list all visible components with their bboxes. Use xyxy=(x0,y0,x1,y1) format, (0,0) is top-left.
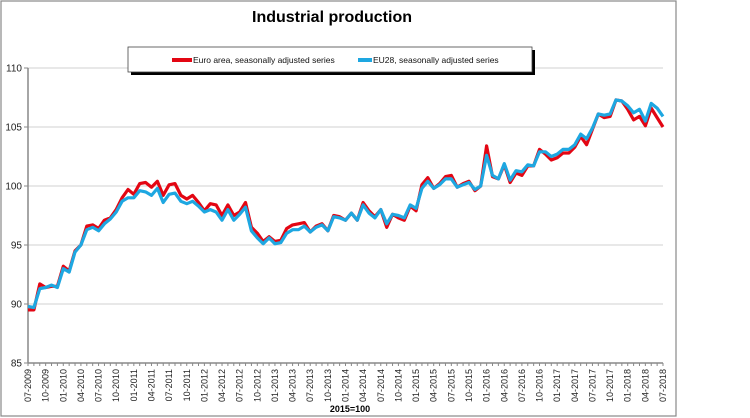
x-tick-label: 10-2017 xyxy=(605,369,615,402)
x-tick-label: 10-2015 xyxy=(464,369,474,402)
legend-label-euro-area: Euro area, seasonally adjusted series xyxy=(193,55,335,65)
y-tick-label: 110 xyxy=(6,64,22,75)
x-tick-label: 01-2016 xyxy=(482,369,492,402)
x-tick-label: 10-2009 xyxy=(41,369,51,402)
x-tick-label: 01-2013 xyxy=(270,369,280,402)
x-tick-label: 04-2016 xyxy=(499,369,509,402)
x-tick-label: 04-2013 xyxy=(288,369,298,402)
y-tick-label: 85 xyxy=(11,359,23,370)
legend: Euro area, seasonally adjusted series EU… xyxy=(127,46,535,75)
x-tick-label: 01-2014 xyxy=(341,369,351,402)
x-tick-label: 01-2015 xyxy=(411,369,421,402)
x-tick-label: 07-2009 xyxy=(23,369,33,402)
x-tick-label: 10-2012 xyxy=(252,369,262,402)
x-tick-label: 04-2012 xyxy=(217,369,227,402)
x-tick-label: 04-2014 xyxy=(358,369,368,402)
x-tick-label: 01-2010 xyxy=(58,369,68,402)
y-tick-label: 95 xyxy=(11,241,23,252)
x-tick-label: 07-2015 xyxy=(446,369,456,402)
x-tick-label: 01-2017 xyxy=(552,369,562,402)
legend-label-eu28: EU28, seasonally adjusted series xyxy=(373,55,499,65)
x-tick-label: 07-2010 xyxy=(94,369,104,402)
x-tick-label: 04-2018 xyxy=(640,369,650,402)
x-tick-label: 07-2013 xyxy=(305,369,315,402)
x-tick-label: 04-2017 xyxy=(570,369,580,402)
x-tick-label: 04-2011 xyxy=(146,369,156,401)
x-tick-label: 04-2010 xyxy=(76,369,86,402)
y-tick-label: 100 xyxy=(5,182,22,193)
chart-title: Industrial production xyxy=(252,9,412,26)
x-tick-label: 10-2011 xyxy=(182,369,192,401)
x-tick-label: 10-2014 xyxy=(393,369,403,402)
x-axis-label: 2015=100 xyxy=(330,404,370,414)
x-tick-label: 04-2015 xyxy=(429,369,439,402)
x-tick-label: 10-2010 xyxy=(111,369,121,402)
y-tick-label: 105 xyxy=(5,123,22,134)
x-tick-label: 01-2012 xyxy=(199,369,209,402)
x-tick-label: 07-2011 xyxy=(164,369,174,401)
x-tick-label: 07-2017 xyxy=(587,369,597,402)
x-tick-label: 10-2013 xyxy=(323,369,333,402)
x-tick-label: 07-2016 xyxy=(517,369,527,402)
x-tick-label: 07-2014 xyxy=(376,369,386,402)
x-tick-label: 07-2012 xyxy=(235,369,245,402)
x-tick-label: 01-2018 xyxy=(623,369,633,402)
series-line-eu28 xyxy=(27,98,665,310)
x-tick-label: 01-2011 xyxy=(129,369,139,401)
y-tick-label: 90 xyxy=(11,300,23,311)
x-tick-label: 10-2016 xyxy=(535,369,545,402)
x-tick-label: 07-2018 xyxy=(658,369,668,402)
